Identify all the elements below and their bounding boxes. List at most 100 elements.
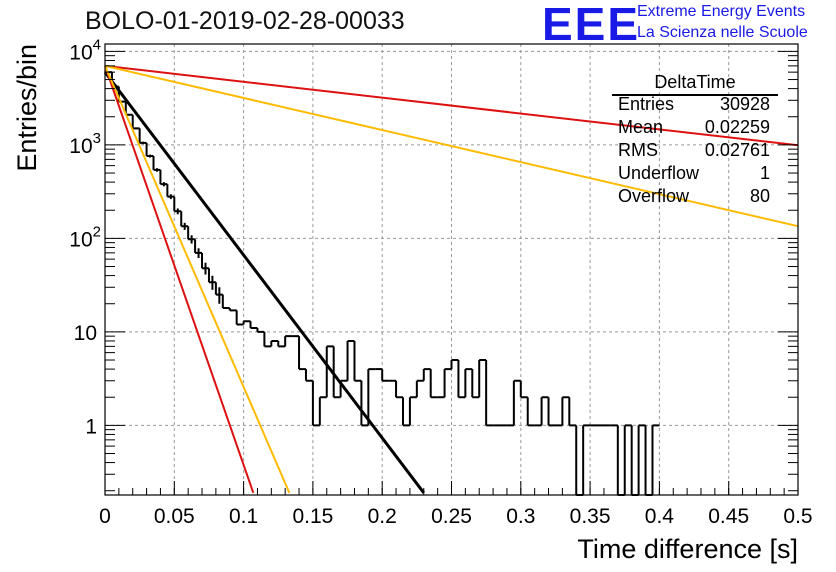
histogram-bin bbox=[395, 380, 403, 399]
histogram-bin bbox=[256, 328, 265, 333]
histogram-bin bbox=[478, 359, 487, 398]
stats-value: 0.02761 bbox=[704, 140, 770, 160]
stats-row-rms: RMS 0.02761 bbox=[618, 140, 770, 163]
histogram-bin bbox=[464, 368, 473, 398]
x-tick-label: 0.45 bbox=[708, 505, 749, 528]
histogram-bin bbox=[353, 340, 362, 382]
histogram-bin bbox=[332, 346, 341, 399]
histogram-bin bbox=[249, 321, 258, 330]
histogram-bin bbox=[422, 368, 431, 381]
y-tick-label: 1 bbox=[85, 415, 97, 438]
series-layer bbox=[103, 64, 799, 494]
histogram-bin bbox=[263, 331, 272, 348]
histogram-bin bbox=[235, 310, 244, 326]
stats-value: 1 bbox=[759, 163, 770, 183]
histogram-bin bbox=[415, 379, 424, 398]
histogram-bin bbox=[408, 396, 417, 426]
y-tick-label: 104 bbox=[69, 36, 101, 64]
series-line bbox=[104, 64, 799, 228]
y-axis-title: Entries/bin bbox=[12, 44, 42, 172]
stats-separator bbox=[612, 94, 778, 96]
x-tick-label: 0.05 bbox=[154, 505, 195, 528]
page-title: BOLO-01-2019-02-28-00033 bbox=[85, 7, 405, 35]
x-tick-label: 0.1 bbox=[229, 505, 258, 528]
histogram-bin bbox=[221, 294, 230, 310]
histogram-bin bbox=[485, 360, 494, 427]
stats-key: Overflow bbox=[618, 186, 690, 206]
stats-key: RMS bbox=[618, 140, 658, 160]
x-tick-label: 0.4 bbox=[645, 505, 675, 528]
histogram-bin bbox=[457, 360, 466, 399]
histogram-bin bbox=[159, 169, 168, 186]
stats-key: Underflow bbox=[618, 163, 700, 183]
series-line bbox=[104, 64, 799, 147]
histogram-bin bbox=[381, 369, 390, 382]
histogram-bin bbox=[630, 425, 639, 496]
histogram-bin bbox=[547, 397, 556, 427]
y-tick-label: 102 bbox=[69, 223, 101, 251]
x-tick-label: 0.3 bbox=[506, 505, 535, 528]
stats-key: Entries bbox=[618, 94, 675, 114]
histogram-bin bbox=[450, 359, 459, 370]
logo-tagline-2: La Scienza nelle Scuole bbox=[637, 24, 808, 41]
histogram-bin bbox=[138, 128, 147, 144]
x-tick-label: 0 bbox=[99, 505, 111, 528]
histogram-bin bbox=[242, 320, 251, 325]
histogram-bin bbox=[512, 379, 521, 426]
series-line bbox=[104, 65, 255, 494]
series-line bbox=[104, 65, 291, 494]
histogram-bin bbox=[623, 424, 632, 495]
histogram-bin bbox=[311, 380, 320, 427]
histogram-bin bbox=[360, 380, 369, 427]
histogram-bin bbox=[637, 424, 646, 495]
stats-row-entries: Entries 30928 bbox=[618, 94, 770, 117]
histogram-bin bbox=[152, 156, 161, 171]
histogram-bin bbox=[568, 397, 577, 427]
histogram-bin bbox=[298, 336, 306, 371]
x-tick-label: 0.25 bbox=[431, 505, 472, 528]
logo-text: EEE bbox=[542, 0, 641, 50]
histogram-bin bbox=[471, 369, 480, 399]
stats-box: DeltaTime Entries 30928 Mean 0.02259 RMS… bbox=[612, 72, 778, 212]
histogram-bin bbox=[325, 345, 334, 398]
histogram-bin bbox=[561, 396, 570, 426]
stats-title: DeltaTime bbox=[654, 72, 736, 92]
stats-key: Mean bbox=[618, 117, 664, 137]
histogram-bin bbox=[644, 425, 653, 496]
y-tick-label: 103 bbox=[69, 130, 101, 158]
x-tick-label: 0.5 bbox=[783, 505, 812, 528]
histogram-bin bbox=[616, 425, 625, 496]
histogram-bin bbox=[582, 424, 591, 495]
histogram-bin bbox=[519, 380, 528, 399]
histogram-bin bbox=[318, 396, 327, 426]
stats-row-mean: Mean 0.02259 bbox=[618, 117, 770, 140]
stats-row-underflow: Underflow 1 bbox=[618, 163, 770, 186]
histogram-bin bbox=[270, 339, 279, 347]
histogram-bin bbox=[367, 368, 376, 426]
stats-value: 30928 bbox=[719, 94, 770, 114]
histogram-bin bbox=[304, 369, 313, 382]
histogram-bin bbox=[443, 368, 452, 398]
x-tick-label: 0.15 bbox=[292, 505, 333, 528]
logo-tagline-1: Extreme Energy Events bbox=[637, 3, 806, 20]
histogram-bin bbox=[228, 308, 237, 312]
histogram-bin bbox=[429, 369, 438, 399]
histogram-bin bbox=[575, 425, 584, 496]
histogram-bin bbox=[651, 424, 660, 495]
ticks-layer bbox=[104, 50, 799, 495]
stats-value: 0.02259 bbox=[704, 117, 770, 137]
histogram-bin bbox=[277, 340, 286, 348]
histogram-bin bbox=[526, 397, 535, 427]
histogram-bin bbox=[346, 339, 355, 381]
x-tick-label: 0.2 bbox=[368, 505, 397, 528]
x-tick-label: 0.35 bbox=[570, 505, 611, 528]
x-axis-title: Time difference [s] bbox=[577, 534, 798, 564]
labels-layer: 0 0.05 0.1 0.15 0.2 0.25 0.3 0.35 0.4 0.45 0.5 1 10 1… bbox=[69, 36, 812, 528]
y-tick-label: 10 bbox=[74, 322, 97, 345]
histogram-bin bbox=[540, 396, 549, 426]
histogram-bin bbox=[401, 397, 410, 427]
series-line bbox=[103, 71, 425, 494]
stats-row-overflow: Overflow 80 bbox=[618, 186, 770, 209]
stats-value: 80 bbox=[749, 186, 770, 206]
